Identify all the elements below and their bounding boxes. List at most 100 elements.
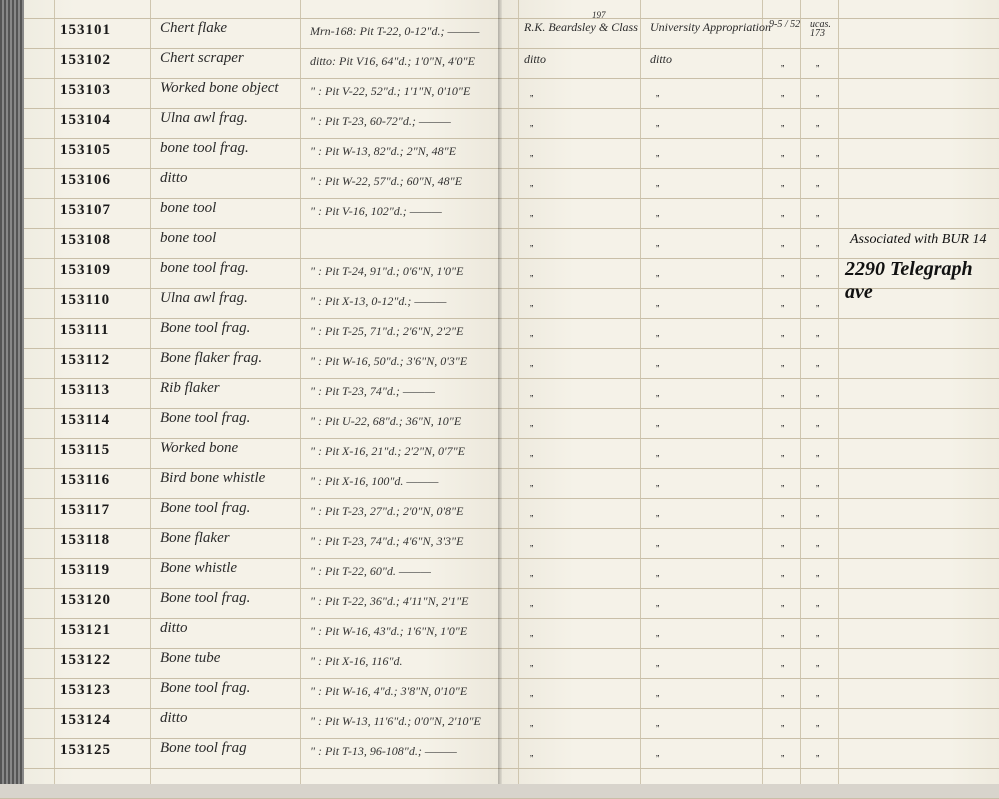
ditto-mark: „	[781, 298, 784, 309]
ledger-book: 153101Chert flakeMrn-168: Pit T-22, 0-12…	[0, 0, 999, 784]
ditto-mark: „	[530, 658, 533, 669]
item-description: Bone tool frag	[160, 740, 247, 757]
item-detail: " : Pit X-16, 21"d.; 2'2"N, 0'7"E	[310, 444, 465, 459]
ditto-mark: „	[816, 628, 819, 639]
catalog-id: 153105	[60, 142, 111, 159]
item-detail: ditto: Pit V16, 64"d.; 1'0"N, 4'0"E	[310, 54, 475, 69]
ditto-mark: „	[530, 448, 533, 459]
item-detail: " : Pit T-22, 60"d. ———	[310, 564, 431, 579]
item-detail: " : Pit T-23, 60-72"d.; ———	[310, 114, 451, 129]
ruled-line	[500, 18, 999, 19]
catalog-id: 153104	[60, 112, 111, 129]
ditto-mark: „	[781, 88, 784, 99]
column-rule	[150, 0, 151, 784]
ditto-mark: „	[656, 328, 659, 339]
ruled-line	[500, 708, 999, 709]
catalog-id: 153110	[60, 292, 110, 309]
item-description: ditto	[160, 620, 188, 637]
ruled-line	[0, 348, 500, 349]
ditto-mark: „	[816, 88, 819, 99]
column-rule	[518, 0, 519, 784]
ruled-line	[500, 318, 999, 319]
catalog-id: 153116	[60, 472, 110, 489]
item-description: Bone tool frag.	[160, 320, 250, 337]
ditto-mark: „	[530, 358, 533, 369]
ditto-mark: „	[530, 268, 533, 279]
item-description: Worked bone object	[160, 80, 279, 97]
ditto-mark: „	[816, 568, 819, 579]
ditto-mark: „	[530, 388, 533, 399]
item-description: bone tool	[160, 230, 216, 247]
item-description: Bone flaker	[160, 530, 230, 547]
item-description: ditto	[160, 710, 188, 727]
ruled-line	[500, 738, 999, 739]
item-detail: " : Pit X-16, 116"d.	[310, 654, 403, 669]
ditto-mark: „	[656, 148, 659, 159]
item-detail: " : Pit X-16, 100"d. ———	[310, 474, 438, 489]
annotation-address: 2290 Telegraph ave	[845, 258, 999, 304]
ditto-mark: „	[656, 178, 659, 189]
ditto-mark: „	[530, 628, 533, 639]
ditto-mark: „	[530, 118, 533, 129]
ditto-mark: „	[781, 208, 784, 219]
ditto-mark: „	[816, 238, 819, 249]
ditto-mark: „	[816, 328, 819, 339]
ruled-line	[0, 378, 500, 379]
ditto-mark: „	[781, 238, 784, 249]
ruled-line	[0, 78, 500, 79]
ditto-mark: „	[530, 568, 533, 579]
ruled-line	[0, 588, 500, 589]
ruled-line	[0, 498, 500, 499]
ruled-line	[500, 408, 999, 409]
ditto-mark: „	[781, 328, 784, 339]
ruled-line	[0, 108, 500, 109]
ruled-line	[0, 768, 500, 769]
right-page: R.K. Beardsley & Class197University Appr…	[500, 0, 999, 784]
ditto-mark: „	[530, 208, 533, 219]
ditto-mark: „	[656, 268, 659, 279]
ditto-mark: „	[530, 148, 533, 159]
column-rule	[640, 0, 641, 784]
ditto-mark: „	[656, 478, 659, 489]
ruled-line	[0, 468, 500, 469]
item-description: Rib flaker	[160, 380, 220, 397]
collector-ditto: ditto	[524, 52, 546, 67]
ditto-mark: „	[816, 508, 819, 519]
item-detail: " : Pit X-13, 0-12"d.; ———	[310, 294, 446, 309]
catalog-id: 153118	[60, 532, 110, 549]
catalog-id: 153114	[60, 412, 110, 429]
item-detail: " : Pit W-16, 4"d.; 3'8"N, 0'10"E	[310, 684, 467, 699]
ditto-mark: „	[656, 358, 659, 369]
ditto-mark: „	[656, 298, 659, 309]
ruled-line	[500, 48, 999, 49]
binding-edge	[0, 0, 24, 784]
ruled-line	[0, 738, 500, 739]
ditto-mark: „	[656, 448, 659, 459]
column-rule	[762, 0, 763, 784]
ditto-mark: „	[781, 628, 784, 639]
ditto-mark: „	[656, 658, 659, 669]
ruled-line	[0, 558, 500, 559]
ditto-mark: „	[816, 418, 819, 429]
ruled-line	[0, 18, 500, 19]
ruled-line	[500, 348, 999, 349]
ditto-mark: „	[816, 748, 819, 759]
ditto-mark: „	[816, 718, 819, 729]
ditto-mark: „	[656, 748, 659, 759]
item-description: Ulna awl frag.	[160, 290, 248, 307]
item-detail: " : Pit W-16, 43"d.; 1'6"N, 1'0"E	[310, 624, 467, 639]
catalog-id: 153125	[60, 742, 111, 759]
ruled-line	[0, 678, 500, 679]
item-description: Worked bone	[160, 440, 238, 457]
item-detail: " : Pit T-23, 74"d.; 4'6"N, 3'3"E	[310, 534, 463, 549]
ditto-mark: „	[816, 268, 819, 279]
catalog-id: 153102	[60, 52, 111, 69]
catalog-id: 153103	[60, 82, 111, 99]
item-detail: " : Pit V-16, 102"d.; ———	[310, 204, 442, 219]
item-description: bone tool frag.	[160, 260, 249, 277]
catalog-id: 153106	[60, 172, 111, 189]
item-detail: " : Pit W-13, 82"d.; 2"N, 48"E	[310, 144, 456, 159]
catalog-id: 153122	[60, 652, 111, 669]
ditto-mark: „	[530, 418, 533, 429]
ruled-line	[0, 618, 500, 619]
